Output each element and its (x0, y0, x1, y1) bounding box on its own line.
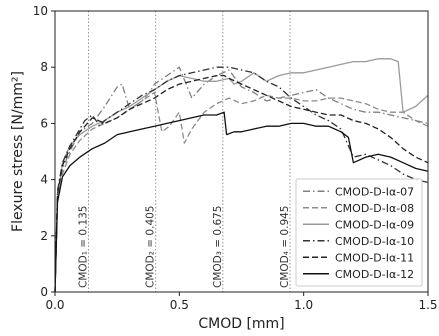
legend-box (295, 178, 423, 287)
legend-entry: CMOD-D-Iα-10 (335, 235, 414, 248)
x-tick-label: 1.5 (418, 298, 437, 312)
x-tick-label: 0.0 (45, 298, 64, 312)
x-tick-label: 1.0 (294, 298, 313, 312)
series-lines (54, 58, 429, 293)
y-tick-label: 0 (40, 285, 48, 299)
legend-entry: CMOD-D-Iα-11 (335, 251, 414, 264)
legend-entry: CMOD-D-Iα-12 (335, 268, 414, 281)
axis-ticks: 0.0 0.5 1.0 1.5 0 2 4 6 8 10 (33, 4, 438, 312)
cmod-reference-label: CMOD₁ = 0.135 (78, 206, 90, 288)
y-tick-label: 10 (33, 4, 48, 18)
cmod-reference-label: CMOD₃ = 0.675 (212, 206, 224, 288)
reference-lines: CMOD₁ = 0.135 CMOD₂ = 0.405 CMOD₃ = 0.675 C… (78, 11, 291, 292)
cmod-reference-label: CMOD₂ = 0.405 (145, 206, 157, 288)
plot-frame (54, 10, 429, 293)
legend-entry: CMOD-D-Iα-09 (335, 218, 414, 231)
y-tick-label: 8 (40, 60, 48, 74)
y-tick-label: 2 (40, 229, 48, 243)
series-line (54, 91, 429, 293)
series-line (54, 58, 429, 293)
legend: CMOD-D-Iα-07 CMOD-D-Iα-08 CMOD-D-Iα-09 CMOD… (295, 178, 423, 287)
y-tick-label: 4 (40, 173, 48, 187)
y-tick-label: 6 (40, 116, 48, 130)
series-line (54, 74, 429, 293)
series-line (54, 111, 429, 293)
legend-entry: CMOD-D-Iα-08 (335, 202, 414, 215)
cmod-reference-label: CMOD₄ = 0.945 (279, 206, 291, 288)
y-axis-label: Flexure stress [N/mm²] (10, 71, 26, 232)
x-axis-label: CMOD [mm] (198, 316, 284, 332)
series-line (54, 66, 429, 293)
x-tick-label: 0.5 (170, 298, 189, 312)
series-line (54, 66, 429, 293)
legend-entry: CMOD-D-Iα-07 (335, 185, 414, 198)
